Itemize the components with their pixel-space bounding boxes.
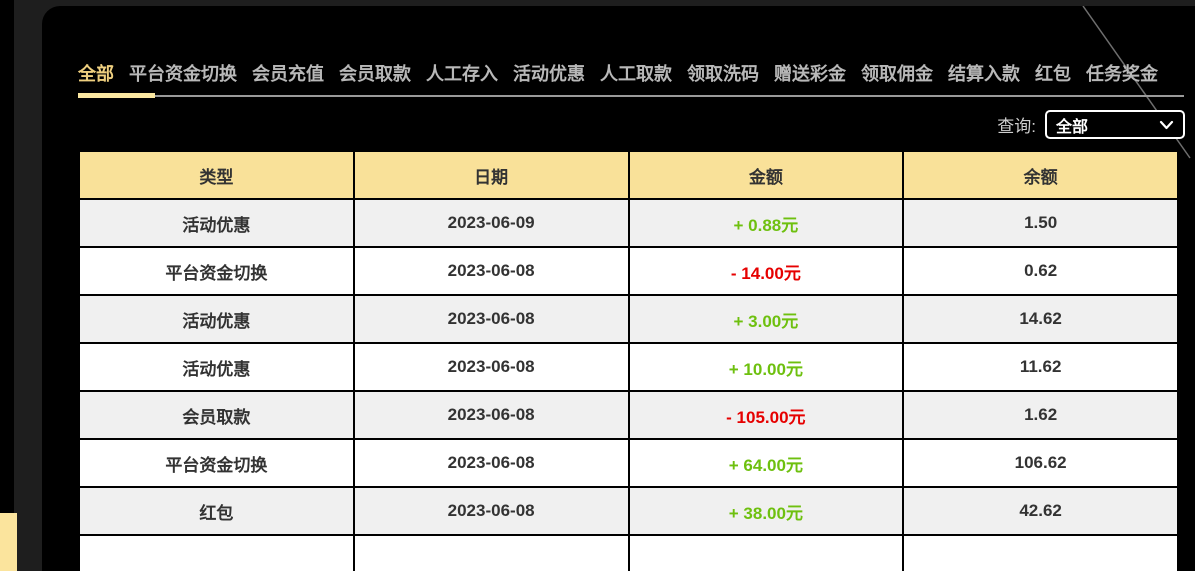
table-row	[78, 534, 1179, 571]
column-header-type: 类型	[78, 150, 355, 200]
bottom-left-yellow-decoration	[0, 513, 17, 571]
query-label: 查询:	[997, 117, 1036, 136]
cell-type: 平台资金切换	[78, 246, 355, 296]
tab-会员充值[interactable]: 会员充值	[252, 64, 324, 84]
cell-date: 2023-06-08	[352, 294, 630, 344]
tab-人工存入[interactable]: 人工存入	[426, 64, 498, 84]
cell-balance: 0.62	[902, 246, 1179, 296]
cell-balance: 1.50	[902, 198, 1179, 248]
cell-amount: + 38.00元	[627, 486, 905, 536]
tab-领取佣金[interactable]: 领取佣金	[861, 64, 933, 84]
cell-type: 会员取款	[78, 390, 355, 440]
tab-会员取款[interactable]: 会员取款	[339, 64, 411, 84]
tab-平台资金切换[interactable]: 平台资金切换	[129, 64, 237, 84]
cell-amount: + 10.00元	[627, 342, 905, 392]
cell-date: 2023-06-08	[352, 342, 630, 392]
transaction-history-panel: 全部 平台资金切换 会员充值 会员取款 人工存入 活动优惠 人工取款 领取洗码 赠送彩金 领取佣金…	[42, 6, 1195, 571]
column-header-date: 日期	[352, 150, 630, 200]
cell-type: 活动优惠	[78, 294, 355, 344]
cell-balance: 1.62	[902, 390, 1179, 440]
tab-红包[interactable]: 红包	[1035, 64, 1071, 84]
cell-date: 2023-06-08	[352, 438, 630, 488]
cell-amount: + 3.00元	[627, 294, 905, 344]
table-row: 会员取款 2023-06-08- 105.00元 1.62	[78, 390, 1179, 440]
query-select-value: 全部	[1056, 118, 1089, 136]
cell-amount: - 14.00元	[627, 246, 905, 296]
cell-balance: 11.62	[902, 342, 1179, 392]
table-row: 平台资金切换 2023-06-08 + 64.00元 106.62	[78, 438, 1179, 488]
column-header-amount: 金额	[627, 150, 905, 200]
cell-amount: + 0.88元	[627, 198, 905, 248]
transactions-table: 类型 日期 金额 余额 活动优惠 2023-06-09 + 0.88元 1.50 平台资…	[78, 150, 1179, 571]
table-header-row: 类型 日期 金额 余额	[78, 150, 1179, 200]
cell-type: 平台资金切换	[78, 438, 355, 488]
query-row: 查询: 全部	[997, 110, 1185, 139]
cell-date: 2023-06-08	[352, 486, 630, 536]
column-header-balance: 余额	[902, 150, 1179, 200]
cell-date: 2023-06-09	[352, 198, 630, 248]
tab-全部[interactable]: 全部	[78, 60, 155, 98]
cell-type: 活动优惠	[78, 342, 355, 392]
table-row: 红包 2023-06-08 + 38.00元 42.62	[78, 486, 1179, 536]
tab-人工取款[interactable]: 人工取款	[600, 64, 672, 84]
cell-amount: + 64.00元	[627, 438, 905, 488]
cell-date: 2023-06-08	[352, 390, 630, 440]
table-row: 活动优惠 2023-06-08 + 3.00元 14.62	[78, 294, 1179, 344]
cell-date	[352, 534, 630, 571]
cell-balance: 42.62	[902, 486, 1179, 536]
table-row: 活动优惠 2023-06-09 + 0.88元 1.50	[78, 198, 1179, 248]
cell-balance: 106.62	[902, 438, 1179, 488]
cell-amount	[627, 534, 905, 571]
cell-amount: - 105.00元	[627, 390, 905, 440]
cell-date: 2023-06-08	[352, 246, 630, 296]
chevron-down-icon	[1159, 120, 1174, 130]
left-edge-strip	[0, 0, 14, 571]
cell-type: 红包	[78, 486, 355, 536]
table-row: 活动优惠 2023-06-08 + 10.00元 11.62	[78, 342, 1179, 392]
cell-balance	[902, 534, 1179, 571]
transaction-type-tabbar: 全部 平台资金切换 会员充值 会员取款 人工存入 活动优惠 人工取款 领取洗码 赠送彩金 领取佣金…	[78, 60, 1184, 98]
cell-type	[78, 534, 355, 571]
table-row: 平台资金切换 2023-06-08- 14.00元 0.62	[78, 246, 1179, 296]
tab-赠送彩金[interactable]: 赠送彩金	[774, 64, 846, 84]
cell-balance: 14.62	[902, 294, 1179, 344]
query-select[interactable]: 全部	[1045, 110, 1185, 139]
cell-type: 活动优惠	[78, 198, 355, 248]
tab-任务奖金[interactable]: 任务奖金	[1086, 64, 1158, 84]
tab-结算入款[interactable]: 结算入款	[948, 64, 1020, 84]
tab-领取洗码[interactable]: 领取洗码	[687, 64, 759, 84]
tab-活动优惠[interactable]: 活动优惠	[513, 64, 585, 84]
